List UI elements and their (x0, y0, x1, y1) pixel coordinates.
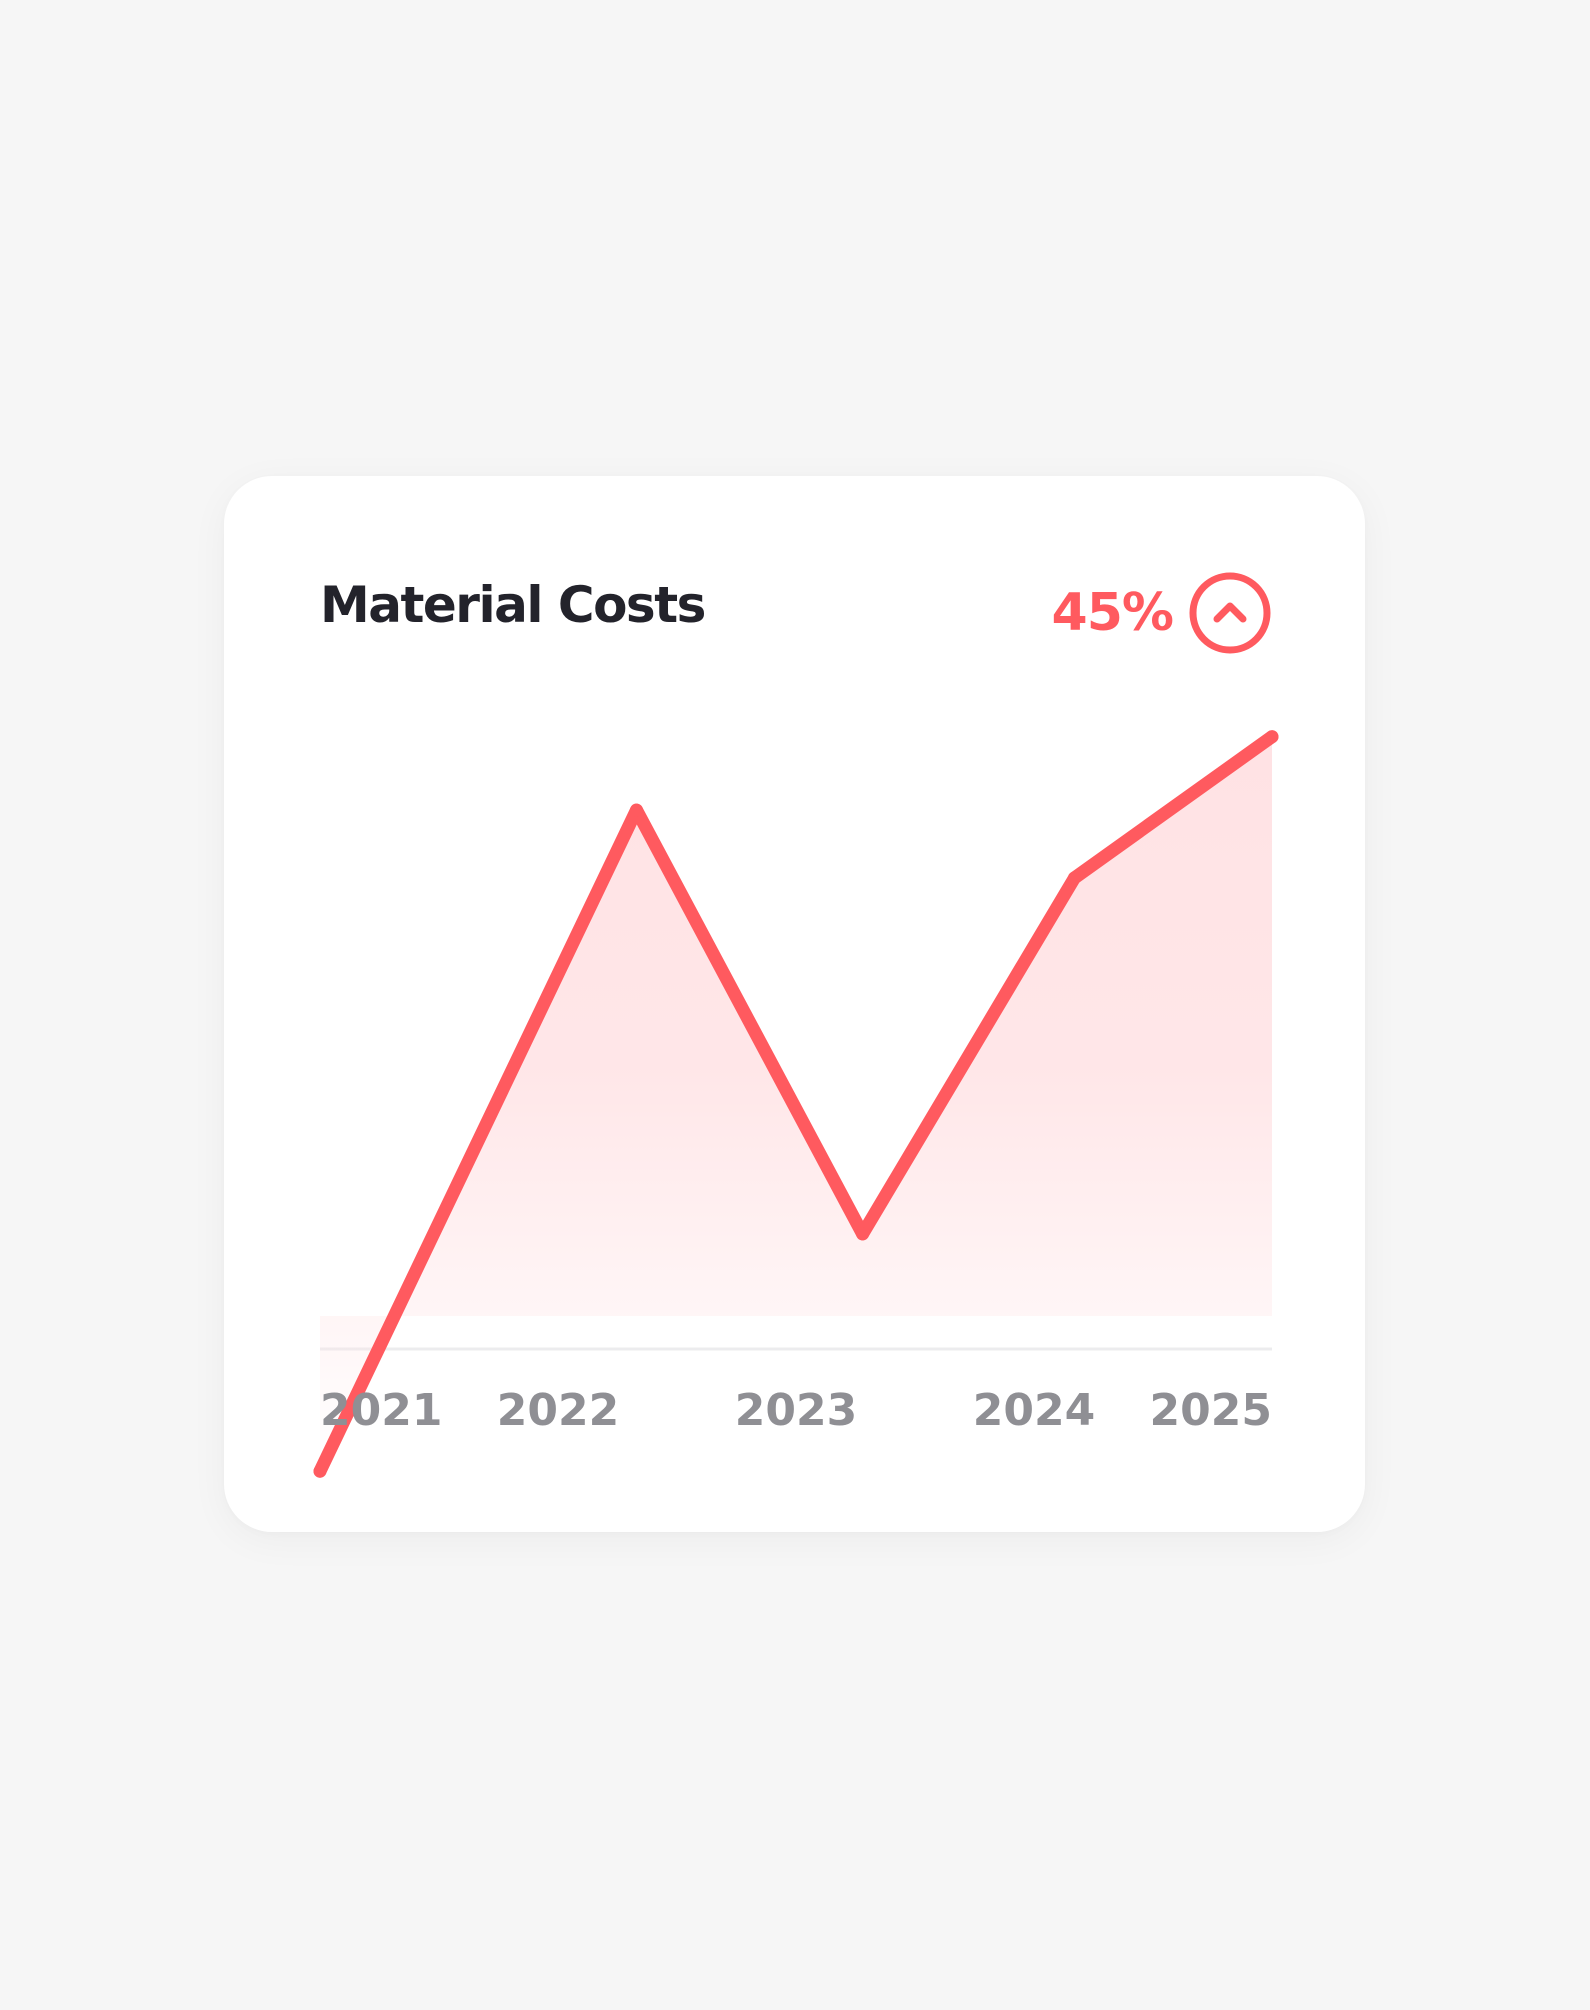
data-point-2 (630, 803, 643, 817)
x-tick-label-2022: 2022 (497, 1385, 619, 1436)
data-point-1 (313, 1464, 327, 1478)
line-chart: 2021 2022 2023 2024 2025 (313, 730, 1279, 1478)
percent-change: 45% (1051, 583, 1174, 643)
chart-title: Material Costs (320, 576, 706, 634)
chevron-up-icon (1213, 602, 1247, 623)
data-point-3 (856, 1227, 870, 1241)
data-point-4 (1068, 871, 1081, 885)
x-tick-label-2025: 2025 (1150, 1385, 1272, 1436)
x-axis-labels: 2021 2022 2023 2024 2025 (320, 1385, 1272, 1436)
chart-card: 2021 2022 2023 2024 2025 Material Costs 45% (224, 476, 1365, 1532)
data-point-5 (1265, 730, 1279, 744)
data-points (313, 730, 1279, 1478)
chevron-up-circle-icon (1189, 572, 1271, 654)
trend-indicator: 45% (1052, 570, 1273, 656)
icon-circle (1189, 572, 1271, 654)
x-tick-label-2021: 2021 (320, 1385, 442, 1436)
area-fill (320, 736, 1272, 1472)
x-tick-label-2023: 2023 (735, 1385, 857, 1436)
x-tick-label-2024: 2024 (973, 1385, 1095, 1436)
